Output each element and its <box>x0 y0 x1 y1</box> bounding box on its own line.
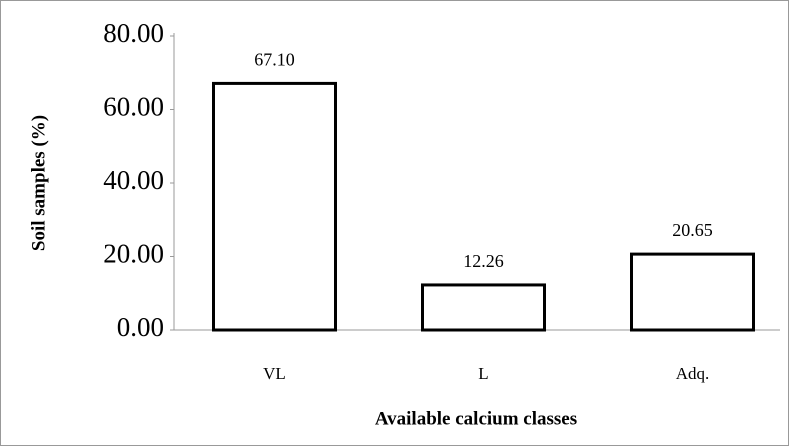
y-axis-title: Soil samples (%) <box>28 115 49 251</box>
value-label: 67.10 <box>254 50 295 70</box>
y-tick-label: 0.00 <box>117 312 164 342</box>
value-label: 12.26 <box>463 251 504 271</box>
value-label: 20.65 <box>672 220 713 240</box>
bar <box>421 283 546 332</box>
x-tick-label: VL <box>263 364 286 383</box>
y-tick-label: 80.00 <box>103 18 164 48</box>
bar <box>212 81 337 332</box>
x-axis-title: Available calcium classes <box>375 408 577 429</box>
y-tick-label: 60.00 <box>103 92 164 122</box>
y-tick-label: 20.00 <box>103 239 164 269</box>
x-tick-label: Adq. <box>676 364 710 383</box>
x-tick-label: L <box>478 364 488 383</box>
y-tick-label: 40.00 <box>103 165 164 195</box>
bar <box>630 252 755 332</box>
